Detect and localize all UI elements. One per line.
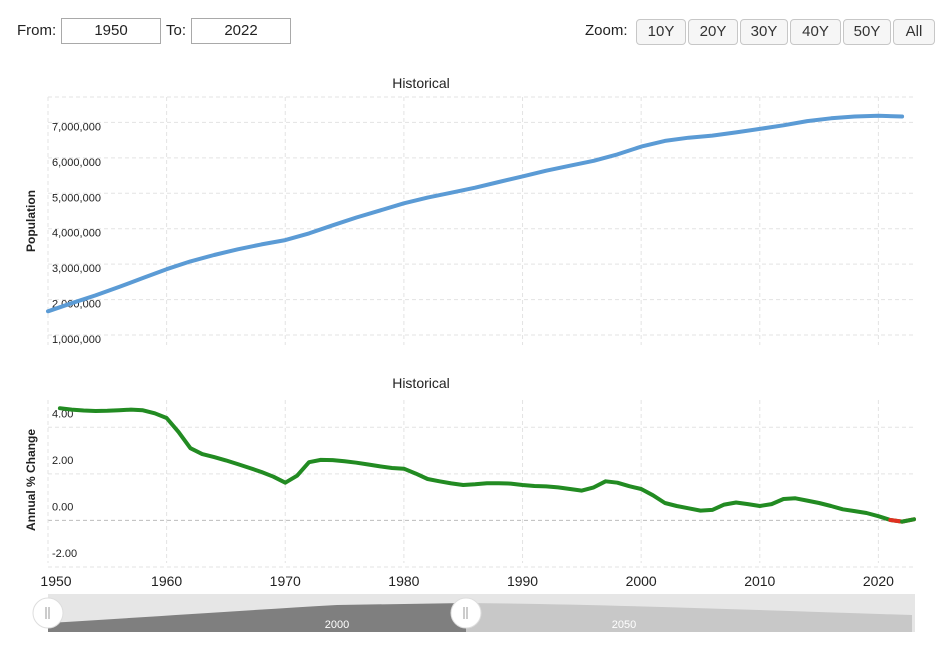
annual-change-y-tick-label: -2.00 bbox=[52, 548, 77, 560]
zoom-all-button[interactable]: All bbox=[893, 19, 935, 45]
population-y-tick-label: 1,000,000 bbox=[52, 334, 101, 346]
zoom-20y-button[interactable]: 20Y bbox=[688, 19, 738, 45]
annual-change-y-tick-label: 4.00 bbox=[52, 408, 73, 420]
x-tick-label: 1980 bbox=[388, 573, 419, 589]
to-label: To: bbox=[166, 22, 187, 39]
annual-change-chart-title: Historical bbox=[392, 375, 450, 391]
annual-change-series bbox=[57, 406, 916, 524]
navigator-label-2050: 2050 bbox=[612, 619, 636, 631]
to-year-input[interactable]: 2022 bbox=[191, 18, 291, 44]
navigator-area-selected bbox=[48, 603, 466, 632]
population-y-tick-label: 6,000,000 bbox=[52, 157, 101, 169]
navigator-area-unselected bbox=[466, 603, 912, 632]
annual-change-y-tick-label: 0.00 bbox=[52, 501, 73, 513]
x-tick-label: 2010 bbox=[744, 573, 775, 589]
annual-change-y-ticks: -2.00 0.00 2.00 4.00 bbox=[52, 408, 77, 560]
population-y-tick-label: 7,000,000 bbox=[52, 121, 101, 133]
navigator-right-handle[interactable] bbox=[450, 597, 482, 629]
x-tick-label: 1990 bbox=[507, 573, 538, 589]
population-y-axis-label: Population bbox=[24, 190, 38, 252]
from-label: From: bbox=[17, 22, 57, 39]
annual-change-line bbox=[57, 406, 905, 524]
annual-change-line bbox=[900, 517, 916, 524]
x-tick-label: 1970 bbox=[270, 573, 301, 589]
annual-change-y-tick-label: 2.00 bbox=[52, 455, 73, 467]
x-tick-label: 1960 bbox=[151, 573, 182, 589]
x-tick-label: 2000 bbox=[626, 573, 657, 589]
annual-change-grid bbox=[47, 400, 914, 568]
population-series bbox=[46, 113, 905, 314]
range-selector: From: 1950 To: 2022 Zoom: 10Y 20Y 30Y 40… bbox=[0, 0, 946, 60]
population-grid bbox=[47, 96, 914, 345]
population-line bbox=[46, 113, 905, 314]
x-axis-ticks: 1950 1960 1970 1980 1990 2000 2010 2020 bbox=[40, 573, 894, 589]
navigator-label-2000: 2000 bbox=[325, 619, 349, 631]
zoom-40y-button[interactable]: 40Y bbox=[790, 19, 841, 45]
population-chart-title: Historical bbox=[392, 75, 450, 91]
annual-change-chart: Historical Annual % Change -2.00 0.00 2.00… bbox=[24, 375, 916, 589]
population-y-tick-label: 3,000,000 bbox=[52, 263, 101, 275]
navigator[interactable]: 2000 2050 bbox=[32, 594, 915, 632]
zoom-10y-button[interactable]: 10Y bbox=[636, 19, 686, 45]
population-y-ticks: 1,000,0002,000,0003,000,0004,000,0005,00… bbox=[52, 121, 101, 346]
population-y-tick-label: 5,000,000 bbox=[52, 192, 101, 204]
zoom-50y-button[interactable]: 50Y bbox=[843, 19, 891, 45]
population-y-tick-label: 4,000,000 bbox=[52, 228, 101, 240]
zoom-label: Zoom: bbox=[585, 22, 628, 39]
navigator-left-handle[interactable] bbox=[32, 597, 64, 629]
population-chart: Historical Population 1,000,0002,000,000… bbox=[24, 75, 914, 346]
from-year-input[interactable]: 1950 bbox=[61, 18, 161, 44]
annual-change-y-axis-label: Annual % Change bbox=[24, 429, 38, 531]
x-tick-label: 2020 bbox=[863, 573, 894, 589]
zoom-30y-button[interactable]: 30Y bbox=[740, 19, 788, 45]
x-tick-label: 1950 bbox=[40, 573, 71, 589]
